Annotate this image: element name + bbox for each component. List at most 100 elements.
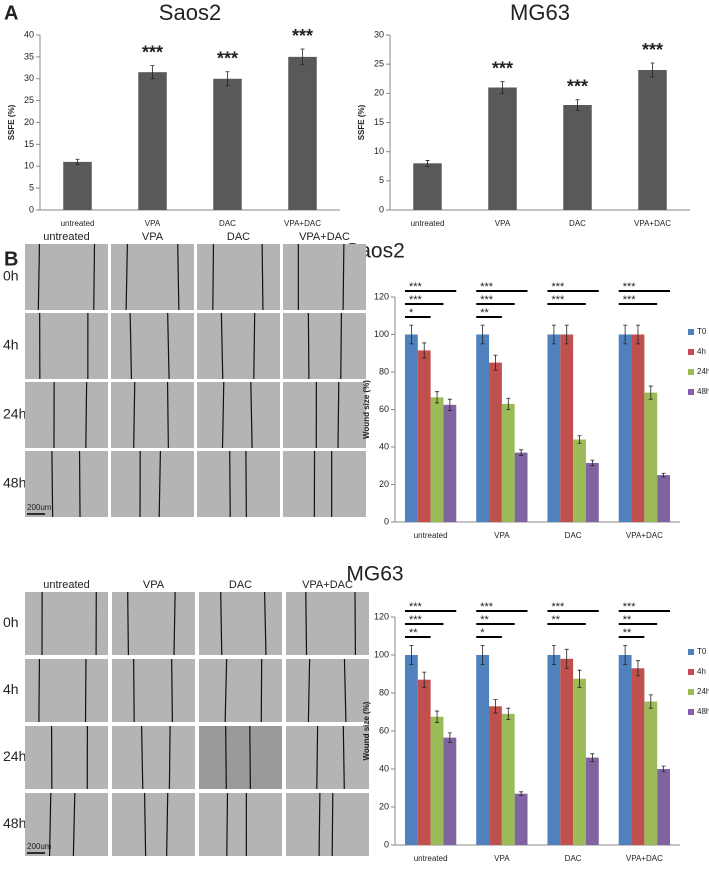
error-bar bbox=[480, 324, 485, 345]
error-bar bbox=[150, 65, 155, 80]
x-tick-label: untreated bbox=[414, 531, 448, 540]
x-tick-label: untreated bbox=[411, 219, 445, 228]
significance-label: *** bbox=[480, 294, 494, 306]
micrograph bbox=[286, 592, 369, 655]
column-label: DAC bbox=[229, 579, 252, 591]
micrograph bbox=[112, 592, 195, 655]
bar bbox=[417, 679, 431, 845]
bar bbox=[514, 793, 528, 845]
wound-edge bbox=[331, 792, 334, 857]
wound-edge bbox=[171, 658, 173, 723]
micrograph bbox=[286, 659, 369, 722]
wound-edge bbox=[143, 792, 147, 857]
micrograph bbox=[283, 313, 366, 379]
y-tick-label: 60 bbox=[379, 404, 389, 414]
significance-label: ** bbox=[623, 614, 632, 626]
column-label: untreated bbox=[43, 231, 89, 243]
row-label: 24h bbox=[3, 748, 26, 764]
bar bbox=[476, 334, 490, 522]
significance-label: ** bbox=[480, 614, 489, 626]
bar bbox=[618, 334, 632, 522]
wound-edge bbox=[220, 591, 223, 656]
row-label: 0h bbox=[3, 268, 19, 284]
wound-edge bbox=[48, 792, 52, 857]
micrograph bbox=[197, 382, 280, 448]
error-bar bbox=[590, 459, 595, 467]
wound-edge bbox=[249, 725, 251, 790]
significance-label: ** bbox=[480, 307, 489, 319]
x-tick-label: untreated bbox=[414, 854, 448, 863]
wound-edge bbox=[133, 658, 135, 723]
y-tick-label: 15 bbox=[374, 117, 384, 127]
error-bar bbox=[661, 472, 666, 478]
error-bar bbox=[75, 158, 80, 165]
error-bar bbox=[635, 324, 640, 345]
significance-label: *** bbox=[551, 601, 565, 613]
y-tick-label: 35 bbox=[24, 51, 34, 61]
bar bbox=[288, 56, 317, 210]
significance-label: *** bbox=[409, 281, 423, 293]
legend-swatch bbox=[688, 709, 694, 715]
row-label: 4h bbox=[3, 337, 19, 353]
error-bar bbox=[623, 645, 628, 665]
x-tick-label: VPA bbox=[494, 531, 510, 540]
bar bbox=[547, 655, 561, 845]
bar bbox=[585, 462, 599, 522]
micrograph bbox=[286, 726, 369, 789]
error-bar bbox=[225, 71, 230, 87]
error-bar bbox=[551, 645, 556, 665]
wound-edge bbox=[212, 243, 215, 311]
wound-edge bbox=[38, 658, 41, 723]
panel-label: B bbox=[4, 248, 18, 270]
y-tick-label: 25 bbox=[24, 95, 34, 105]
y-tick-label: 120 bbox=[374, 291, 389, 301]
error-bar bbox=[493, 699, 498, 714]
row-label: 0h bbox=[3, 614, 19, 630]
micrograph bbox=[25, 451, 108, 517]
wound-edge bbox=[140, 725, 144, 790]
error-bar bbox=[500, 81, 505, 94]
error-bar bbox=[575, 99, 580, 111]
y-tick-label: 20 bbox=[379, 801, 389, 811]
significance-label: *** bbox=[551, 281, 565, 293]
y-tick-label: 20 bbox=[374, 88, 384, 98]
row-label: 4h bbox=[3, 681, 19, 697]
significance-label: *** bbox=[142, 42, 163, 62]
wound-edge bbox=[224, 658, 228, 723]
y-tick-label: 20 bbox=[24, 117, 34, 127]
x-tick-label: DAC bbox=[565, 531, 582, 540]
y-tick-label: 30 bbox=[24, 73, 34, 83]
x-tick-label: VPA bbox=[495, 219, 511, 228]
chart-title: Saos2 bbox=[159, 0, 221, 25]
micrograph bbox=[111, 451, 194, 517]
wound-edge bbox=[127, 591, 130, 656]
bar bbox=[547, 334, 561, 522]
wound-edge bbox=[305, 591, 308, 656]
y-tick-label: 120 bbox=[374, 611, 389, 621]
y-tick-label: 15 bbox=[24, 139, 34, 149]
bar bbox=[560, 658, 574, 845]
legend-label: 48h bbox=[697, 707, 709, 716]
significance-label: *** bbox=[551, 294, 565, 306]
x-tick-label: untreated bbox=[61, 219, 95, 228]
error-bar bbox=[577, 435, 582, 444]
micrograph bbox=[283, 382, 366, 448]
micrograph bbox=[197, 451, 280, 517]
wound-edge bbox=[167, 312, 170, 380]
y-tick-label: 80 bbox=[379, 366, 389, 376]
x-tick-label: DAC bbox=[569, 219, 586, 228]
significance-label: *** bbox=[480, 601, 494, 613]
significance-label: *** bbox=[480, 281, 494, 293]
wound-edge bbox=[85, 381, 88, 449]
significance-label: *** bbox=[623, 601, 637, 613]
wound-edge bbox=[133, 381, 136, 449]
significance-label: *** bbox=[217, 49, 238, 69]
legend-swatch bbox=[688, 649, 694, 655]
wound-edge bbox=[225, 725, 227, 790]
micrograph bbox=[25, 726, 108, 789]
bar bbox=[560, 334, 574, 522]
error-bar bbox=[409, 324, 414, 345]
micrograph bbox=[112, 726, 195, 789]
y-tick-label: 0 bbox=[379, 204, 384, 214]
bar bbox=[213, 78, 242, 210]
